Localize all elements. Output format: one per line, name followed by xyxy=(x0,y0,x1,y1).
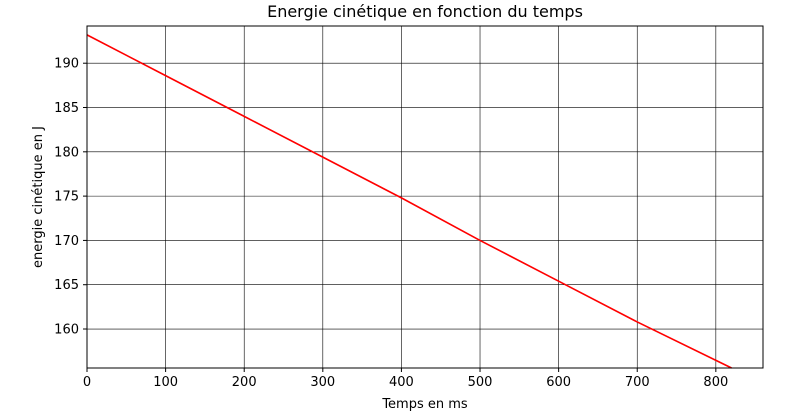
x-tick-label: 0 xyxy=(83,375,91,390)
series-group xyxy=(86,34,732,369)
y-tick-label: 185 xyxy=(54,101,79,116)
y-tick-label: 180 xyxy=(54,145,79,160)
x-axis-label: Temps en ms xyxy=(381,397,468,412)
x-tick-label: 300 xyxy=(310,375,335,390)
y-tick-label: 160 xyxy=(54,323,79,338)
x-tick-label: 600 xyxy=(546,375,571,390)
x-tick-label: 500 xyxy=(468,375,493,390)
y-axis-label: energie cinétique en J xyxy=(31,126,46,268)
series-line-0 xyxy=(86,34,732,369)
y-tick-label: 175 xyxy=(54,190,79,205)
y-tick-label: 170 xyxy=(54,234,79,249)
x-tick-label: 200 xyxy=(232,375,257,390)
x-tick-label: 400 xyxy=(389,375,414,390)
x-tick-label: 700 xyxy=(625,375,650,390)
x-tick-label: 800 xyxy=(703,375,728,390)
y-axis: 160 165 170 175 180 185 190 xyxy=(54,57,87,338)
y-tick-label: 190 xyxy=(54,57,79,72)
chart-title: Energie cinétique en fonction du temps xyxy=(267,2,583,21)
grid xyxy=(86,26,763,368)
plot-frame xyxy=(86,25,764,369)
x-tick-label: 100 xyxy=(153,375,178,390)
x-axis: 0 100 200 300 400 500 600 700 800 xyxy=(83,368,728,390)
y-tick-label: 165 xyxy=(54,278,79,293)
